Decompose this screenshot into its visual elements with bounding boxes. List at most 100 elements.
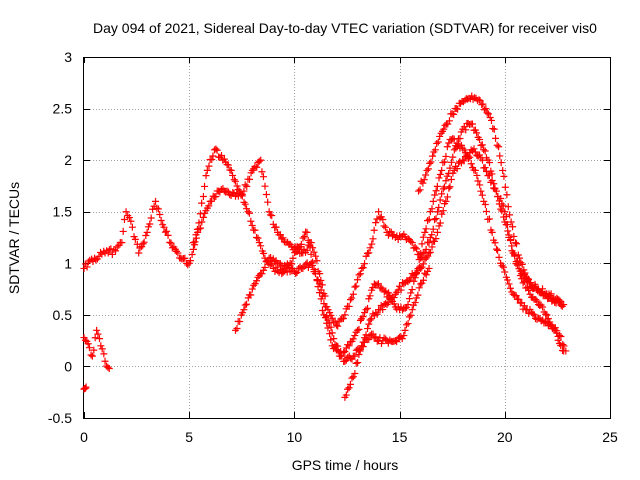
data-point: [488, 228, 496, 236]
data-point: [85, 344, 93, 352]
data-point: [346, 380, 354, 388]
data-point: [476, 136, 484, 144]
data-point: [467, 160, 475, 168]
data-point: [375, 208, 383, 216]
data-point: [229, 189, 237, 197]
data-point: [497, 194, 505, 202]
data-point: [425, 264, 433, 272]
data-point: [337, 348, 345, 356]
data-point: [499, 166, 507, 174]
data-point: [424, 252, 432, 260]
y-tick-label: 3: [64, 49, 72, 65]
data-point: [90, 346, 98, 354]
data-point: [81, 336, 89, 344]
data-point: [390, 300, 398, 308]
data-point: [372, 333, 380, 341]
data-point: [432, 235, 440, 243]
data-point: [307, 239, 315, 247]
data-point: [447, 175, 455, 183]
data-point: [418, 240, 426, 248]
data-point: [488, 177, 496, 185]
data-point: [428, 243, 436, 251]
data-point: [438, 190, 446, 198]
data-point: [356, 270, 364, 278]
data-point: [483, 109, 491, 117]
data-point: [199, 192, 207, 200]
data-point: [436, 170, 444, 178]
data-point: [431, 146, 439, 154]
data-point: [442, 177, 450, 185]
data-point: [515, 295, 523, 303]
data-point: [543, 311, 551, 319]
data-point: [379, 216, 387, 224]
data-point: [253, 277, 261, 285]
data-point: [361, 260, 369, 268]
data-point: [156, 211, 164, 219]
data-point: [429, 225, 437, 233]
data-point: [492, 187, 500, 195]
data-point: [358, 342, 366, 350]
data-point: [87, 351, 95, 359]
data-point: [260, 249, 268, 257]
data-point: [439, 207, 447, 215]
data-point: [368, 240, 376, 248]
data-point: [197, 224, 205, 232]
data-point: [413, 245, 421, 253]
data-point: [100, 350, 108, 358]
data-point: [149, 205, 157, 213]
data-point: [189, 245, 197, 253]
data-point: [557, 342, 565, 350]
data-point: [546, 318, 554, 326]
data-point: [345, 384, 353, 392]
data-point: [503, 221, 511, 229]
data-point: [241, 200, 249, 208]
data-point: [268, 212, 276, 220]
data-point: [349, 290, 357, 298]
data-point: [436, 219, 444, 227]
data-point: [390, 231, 398, 239]
data-point: [143, 228, 151, 236]
data-point: [452, 144, 460, 152]
data-point: [453, 165, 461, 173]
data-point: [233, 325, 241, 333]
data-point: [503, 276, 511, 284]
data-point: [258, 168, 266, 176]
data-point: [240, 187, 248, 195]
data-point: [330, 335, 338, 343]
data-point: [366, 292, 374, 300]
data-point: [485, 171, 493, 179]
data-point: [529, 310, 537, 318]
data-point: [324, 324, 332, 332]
data-point: [351, 370, 359, 378]
data-point: [449, 153, 457, 161]
data-point: [191, 238, 199, 246]
y-tick-label: 0: [64, 358, 72, 374]
data-point: [243, 300, 251, 308]
data-point: [491, 239, 499, 247]
data-point: [257, 242, 265, 250]
data-point: [292, 269, 300, 277]
data-point: [257, 156, 265, 164]
y-tick-label: 1: [64, 255, 72, 271]
data-point: [414, 291, 422, 299]
data-point: [417, 280, 425, 288]
data-point: [264, 198, 272, 206]
data-point: [258, 270, 266, 278]
data-point: [433, 139, 441, 147]
data-point: [498, 262, 506, 270]
data-point: [243, 182, 251, 190]
data-point: [339, 314, 347, 322]
data-point: [476, 181, 484, 189]
data-point: [282, 264, 290, 272]
data-point: [344, 341, 352, 349]
data-point: [533, 297, 541, 305]
data-point: [415, 187, 423, 195]
data-point: [475, 96, 483, 104]
data-point: [408, 286, 416, 294]
data-point: [419, 260, 427, 268]
data-point: [154, 205, 162, 213]
data-point: [359, 313, 367, 321]
data-point: [416, 186, 424, 194]
data-point: [372, 219, 380, 227]
data-point: [444, 120, 452, 128]
